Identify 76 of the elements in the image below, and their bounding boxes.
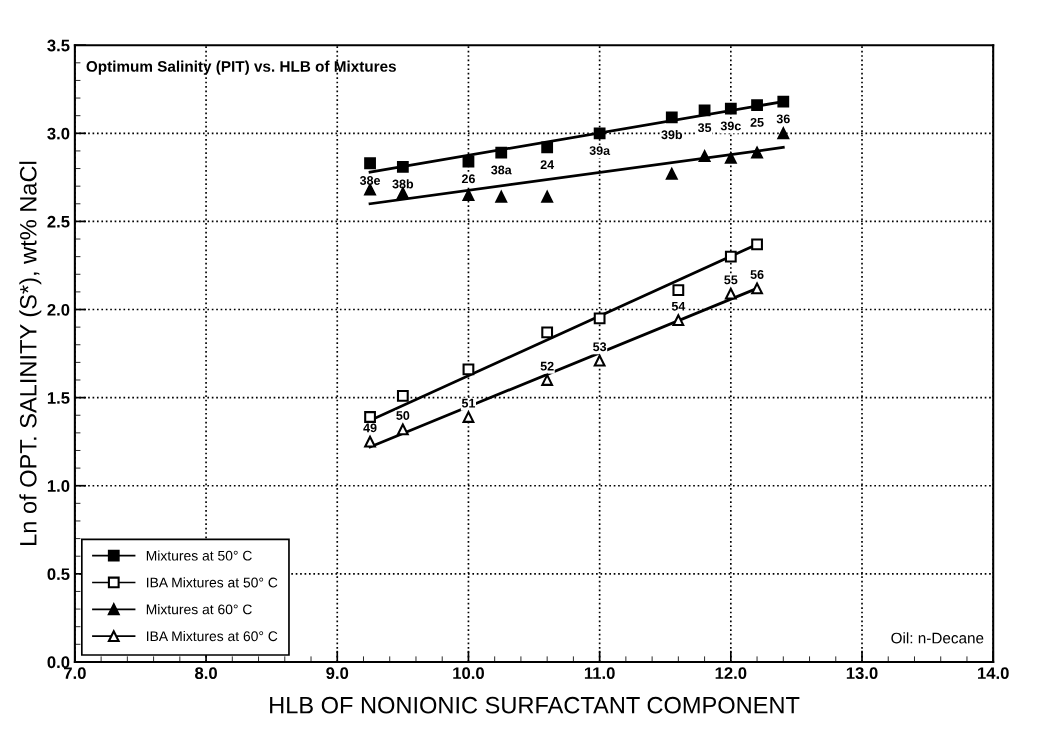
- y-tick-label: 2.5: [47, 215, 70, 228]
- legend-label: IBA Mixtures at 60° C: [147, 630, 278, 642]
- point: [364, 411, 376, 423]
- point: [396, 389, 409, 402]
- legend-label: Mixtures at 60° C: [146, 604, 252, 615]
- annotation: 38a: [491, 165, 512, 175]
- x-tick-label: 14.0: [978, 667, 1009, 680]
- x-tick-label: 9.0: [326, 667, 349, 680]
- y-tick-label: 2.0: [47, 303, 70, 316]
- point: [462, 189, 475, 201]
- point: [462, 155, 475, 168]
- point: [777, 95, 790, 108]
- annotation: 39a: [589, 146, 611, 155]
- point: [751, 146, 763, 159]
- annotation: 38b: [392, 179, 414, 189]
- point: [724, 152, 737, 164]
- legend-label: Mixtures at 50° C: [146, 550, 252, 561]
- point: [495, 190, 508, 203]
- x-tick-label: 10.0: [453, 667, 484, 680]
- annotation: 53: [593, 342, 607, 352]
- point: [541, 141, 554, 154]
- point: [665, 167, 678, 180]
- annotation: 39c: [720, 121, 741, 131]
- x-tick-label: 12.0: [715, 667, 747, 680]
- point: [672, 284, 685, 297]
- x-tick-label: 11.0: [584, 667, 615, 680]
- y-tick-label: 1.5: [47, 392, 70, 404]
- point: [396, 160, 409, 173]
- x-tick-label: 7.0: [64, 667, 86, 680]
- annotation: 51: [461, 398, 476, 408]
- point: [462, 363, 475, 376]
- annotation: 55: [724, 275, 738, 285]
- annotation: 56: [750, 270, 764, 279]
- annotation: Oil: n-Decane: [891, 632, 984, 644]
- annotation: 50: [396, 411, 410, 420]
- y-tick-label: 3.0: [47, 127, 70, 140]
- point: [724, 287, 737, 300]
- y-tick-label: 0.5: [47, 568, 70, 581]
- annotation: 26: [461, 174, 475, 184]
- y-tick-label: 0.0: [47, 656, 70, 669]
- point: [698, 104, 711, 117]
- point: [541, 326, 554, 339]
- annotation: 38e: [359, 176, 381, 185]
- point: [777, 127, 790, 140]
- annotation: 52: [540, 361, 554, 371]
- x-tick-label: 13.0: [846, 667, 878, 680]
- point: [495, 146, 508, 159]
- annotation: 49: [363, 423, 377, 433]
- point: [593, 354, 606, 367]
- annotation: 35: [697, 123, 712, 133]
- point: [364, 157, 376, 170]
- text: Optimum Salinity (PIT) vs. HLB of Mixtures: [86, 60, 396, 75]
- point: [665, 111, 678, 124]
- point: [751, 99, 763, 112]
- point: [541, 190, 554, 203]
- annotation: 25: [750, 117, 764, 127]
- point: [698, 150, 711, 163]
- x-axis-title: HLB OF NONIONIC SURFACTANT COMPONENT: [270, 696, 800, 714]
- point: [364, 435, 376, 448]
- y-axis-title: Ln of OPT. SALINITY (S*), wt% NaCl: [19, 161, 42, 545]
- legend-label: IBA Mixtures at 50° C: [147, 577, 278, 588]
- point: [672, 314, 685, 326]
- point: [593, 127, 606, 140]
- point: [593, 312, 606, 325]
- annotation: 39b: [661, 129, 683, 140]
- annotation: 24: [540, 160, 555, 169]
- point: [724, 250, 737, 263]
- annotation: 54: [671, 301, 686, 311]
- y-tick-label: 3.5: [47, 39, 70, 52]
- point: [751, 282, 763, 295]
- point: [724, 102, 737, 115]
- annotation: 36: [776, 114, 790, 124]
- point: [751, 238, 763, 251]
- y-tick-label: 1.0: [47, 480, 70, 492]
- point: [396, 423, 409, 436]
- x-tick-label: 8.0: [195, 667, 217, 680]
